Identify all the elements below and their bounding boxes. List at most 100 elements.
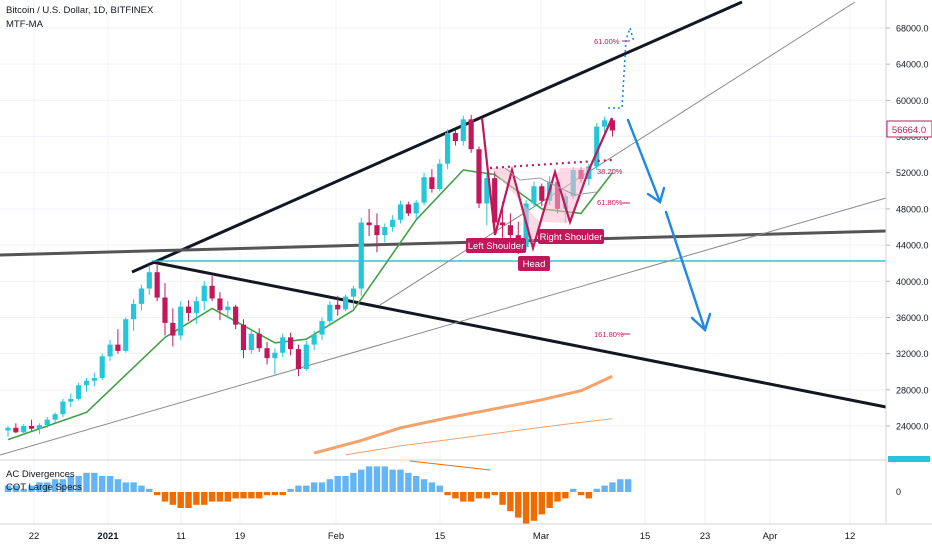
candle-57[interactable] [452, 132, 459, 142]
candle-39[interactable] [311, 334, 317, 345]
candle-4[interactable] [36, 425, 42, 429]
candle-24[interactable] [193, 301, 199, 313]
candle-2[interactable] [21, 426, 27, 433]
pattern-outline[interactable] [480, 117, 614, 253]
candle-42[interactable] [335, 304, 341, 310]
thin-rising-line-1[interactable] [0, 197, 887, 456]
fib-extension-labels[interactable]: 61.00% 38.20% 61.80% 161.80% [594, 25, 635, 339]
candle-41[interactable] [327, 304, 333, 322]
arrow-down-2[interactable] [664, 210, 707, 332]
price-tag[interactable] [886, 120, 932, 138]
candle-45[interactable] [358, 222, 364, 289]
sub-indicator-1[interactable]: AC Divergences [6, 469, 75, 480]
candlestick-series[interactable] [5, 114, 616, 437]
candle-25[interactable] [201, 285, 207, 302]
price-axis[interactable]: 68000.064000.060000.056000.052000.048000… [886, 24, 929, 498]
candle-14[interactable] [115, 344, 121, 351]
fib-label-61-80[interactable]: 61.80% [597, 198, 623, 207]
sub-indicator-2[interactable]: COT Large Specs [6, 482, 82, 493]
fib-label-61-00[interactable]: 61.00% [594, 37, 620, 46]
trendline-drawings[interactable] [0, 0, 887, 456]
candle-27[interactable] [217, 298, 223, 311]
candle-5[interactable] [44, 419, 50, 426]
candle-19[interactable] [154, 272, 160, 298]
candle-17[interactable] [138, 288, 145, 304]
candle-77[interactable] [609, 120, 616, 131]
candle-16[interactable] [131, 303, 137, 320]
candle-15[interactable] [123, 319, 129, 351]
candle-54[interactable] [429, 177, 435, 190]
candle-6[interactable] [52, 414, 58, 420]
candle-28[interactable] [225, 306, 231, 311]
candle-76[interactable] [602, 120, 608, 127]
right-shoulder-tag[interactable] [538, 229, 604, 244]
fib-label-161-80[interactable]: 161.80% [594, 330, 624, 339]
candle-58[interactable] [460, 119, 466, 142]
candle-34[interactable] [272, 352, 278, 359]
candle-62[interactable] [492, 178, 498, 223]
candle-36[interactable] [288, 337, 294, 350]
candle-31[interactable] [248, 333, 254, 351]
candle-22[interactable] [178, 306, 184, 336]
candle-0[interactable] [5, 427, 11, 431]
candle-40[interactable] [319, 321, 325, 335]
lower-channel-line[interactable] [151, 260, 887, 409]
candle-60[interactable] [476, 149, 482, 204]
candle-51[interactable] [405, 204, 411, 214]
candle-61[interactable] [484, 178, 490, 204]
candle-18[interactable] [146, 272, 152, 289]
candle-38[interactable] [303, 344, 309, 370]
candle-37[interactable] [295, 349, 302, 370]
candle-75[interactable] [594, 126, 600, 167]
candle-44[interactable] [350, 288, 356, 297]
candle-7[interactable] [60, 401, 66, 415]
candle-20[interactable] [162, 297, 168, 323]
projection-arrows[interactable] [626, 118, 712, 333]
candle-23[interactable] [185, 306, 192, 313]
left-shoulder-tag[interactable] [466, 238, 526, 253]
candle-13[interactable] [107, 344, 113, 357]
candle-52[interactable] [413, 202, 419, 214]
candle-53[interactable] [421, 177, 427, 203]
candle-33[interactable] [264, 348, 270, 359]
candle-56[interactable] [445, 132, 451, 164]
candle-59[interactable] [468, 119, 474, 150]
candle-63[interactable] [499, 222, 506, 226]
head-tag[interactable] [518, 256, 550, 271]
candle-9[interactable] [76, 385, 82, 399]
candle-21[interactable] [170, 322, 176, 336]
neckline-grey-line[interactable] [0, 229, 887, 257]
candle-11[interactable] [91, 378, 97, 381]
candle-12[interactable] [99, 356, 105, 379]
candle-35[interactable] [280, 337, 286, 353]
head-shoulders-pattern[interactable]: Left Shoulder Head Right Shoulder [466, 117, 614, 271]
upper-channel-line[interactable] [131, 0, 743, 274]
symbol-title[interactable]: Bitcoin / U.S. Dollar, 1D, BITFINEX [6, 5, 154, 16]
arrow-down-1[interactable] [626, 118, 662, 204]
candle-32[interactable] [256, 333, 262, 349]
candle-50[interactable] [397, 204, 404, 220]
candle-10[interactable] [83, 380, 90, 386]
fib-label-38-20[interactable]: 38.20% [597, 167, 623, 176]
time-axis[interactable]: 22 2021 11 19 Feb 15 Mar 15 23 Apr 12 [29, 531, 856, 542]
candle-1[interactable] [13, 427, 19, 433]
candle-43[interactable] [342, 296, 349, 310]
candle-46[interactable] [366, 222, 372, 226]
candle-64[interactable] [507, 225, 513, 236]
lower-histogram[interactable] [4, 466, 632, 524]
candle-30[interactable] [240, 324, 247, 351]
candle-29[interactable] [233, 306, 239, 325]
candle-26[interactable] [209, 285, 215, 299]
indicator-name[interactable]: MTF-MA [6, 19, 44, 30]
candle-55[interactable] [437, 163, 443, 190]
candle-47[interactable] [374, 225, 380, 236]
candle-3[interactable] [28, 426, 35, 429]
thin-rising-line-2[interactable] [379, 1, 856, 306]
candle-8[interactable] [68, 398, 74, 402]
candle-48[interactable] [382, 227, 388, 236]
candle-49[interactable] [390, 219, 396, 227]
candle-68[interactable] [539, 186, 545, 201]
candle-67[interactable] [531, 186, 537, 204]
